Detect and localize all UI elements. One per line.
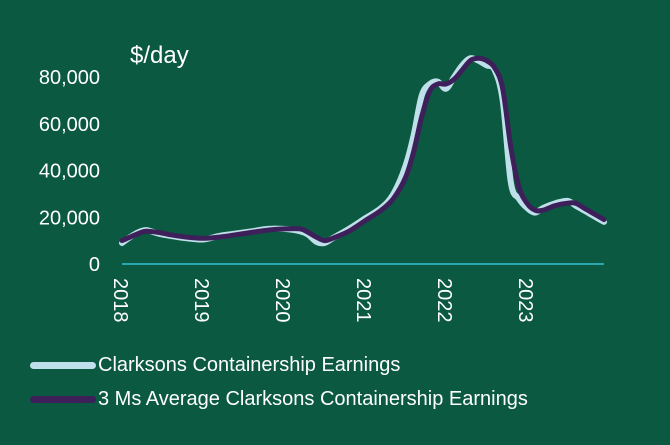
x-tick-label: 2021 <box>352 278 374 323</box>
legend: Clarksons Containership Earnings 3 Ms Av… <box>30 348 528 416</box>
x-tick-label: 2018 <box>109 278 131 323</box>
y-tick-label: 60,000 <box>39 114 100 136</box>
y-tick-label: 80,000 <box>39 67 100 89</box>
legend-swatch-average <box>30 395 96 403</box>
x-tick-label: 2022 <box>433 278 455 323</box>
x-tick-label: 2023 <box>514 278 536 323</box>
y-axis-unit-label: $/day <box>130 42 189 69</box>
legend-label-earnings: Clarksons Containership Earnings <box>98 353 401 376</box>
series-line-earnings <box>119 55 607 247</box>
legend-label-average: 3 Ms Average Clarksons Containership Ear… <box>98 387 528 410</box>
y-tick-label: 20,000 <box>39 207 100 229</box>
legend-swatch-earnings <box>30 361 96 369</box>
x-tick-label: 2019 <box>190 278 212 323</box>
series-line-average <box>119 55 607 244</box>
legend-item-average: 3 Ms Average Clarksons Containership Ear… <box>30 382 528 416</box>
legend-item-earnings: Clarksons Containership Earnings <box>30 348 528 382</box>
y-tick-label: 0 <box>89 254 100 276</box>
x-tick-label: 2020 <box>271 278 293 323</box>
y-tick-label: 40,000 <box>39 161 100 183</box>
